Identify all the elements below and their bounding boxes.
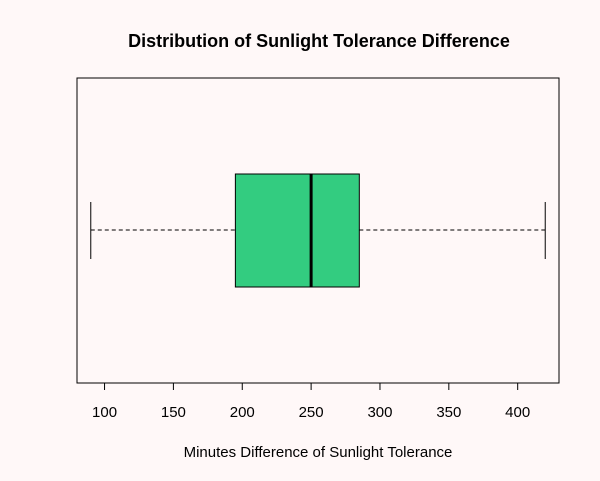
x-axis: 100 150 200 250 300 350 400	[92, 382, 530, 421]
chart-title: Distribution of Sunlight Tolerance Diffe…	[128, 31, 510, 51]
x-tick-label-250: 250	[299, 404, 324, 421]
x-tick-label-200: 200	[230, 404, 255, 421]
boxplot-marks	[90, 173, 546, 288]
x-tick-label-300: 300	[367, 404, 392, 421]
iqr-box	[234, 173, 360, 288]
x-tick-label-400: 400	[505, 404, 530, 421]
x-tick-label-100: 100	[92, 404, 117, 421]
x-tick-label-150: 150	[161, 404, 186, 421]
x-tick-label-350: 350	[436, 404, 461, 421]
x-axis-label: Minutes Difference of Sunlight Tolerance	[184, 444, 453, 461]
